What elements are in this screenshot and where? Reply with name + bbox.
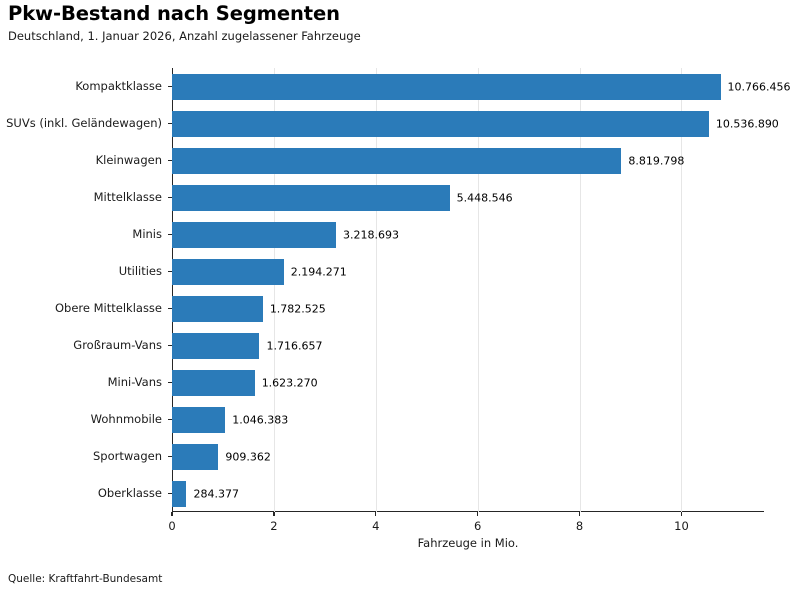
bar-value-label: 3.218.693 <box>342 228 399 241</box>
bar-row[interactable]: 8.819.798 <box>172 147 763 174</box>
x-axis-label: Fahrzeuge in Mio. <box>417 536 519 550</box>
bar-value-label: 8.819.798 <box>628 154 685 167</box>
bar[interactable] <box>172 332 260 359</box>
bar-row[interactable]: 5.448.546 <box>172 184 763 211</box>
x-tick-label: 8 <box>575 519 584 533</box>
bar-value-label: 284.377 <box>193 487 239 500</box>
plot-area: 10.766.456 10.536.890 8.819.798 5.448.546 3.… <box>172 68 791 512</box>
chart-subtitle: Deutschland, 1. Januar 2026, Anzahl zuge… <box>8 29 361 43</box>
y-tick-label: Utilities <box>118 263 162 278</box>
bar[interactable] <box>172 221 336 248</box>
source-note: Quelle: Kraftfahrt-Bundesamt <box>8 573 163 585</box>
bar-row[interactable]: 2.194.271 <box>172 258 763 285</box>
chart-title: Pkw-Bestand nach Segmenten <box>8 2 340 25</box>
bar[interactable] <box>172 295 263 322</box>
bar-value-label: 10.536.890 <box>715 117 779 130</box>
bar[interactable] <box>172 110 709 137</box>
bar-value-label: 1.046.383 <box>232 413 289 426</box>
bar-value-label: 1.782.525 <box>269 302 326 315</box>
bar-row[interactable]: 3.218.693 <box>172 221 763 248</box>
y-tick-label: Oberklasse <box>97 485 162 500</box>
x-tick-mark <box>273 512 275 516</box>
x-tick-mark <box>477 512 479 516</box>
y-tick-mark <box>168 196 172 199</box>
bar-row[interactable]: 1.623.270 <box>172 369 763 396</box>
bar-row[interactable]: 1.782.525 <box>172 295 763 322</box>
y-tick-mark <box>168 233 172 236</box>
y-tick-label: Kompaktklasse <box>75 78 162 93</box>
bar[interactable] <box>172 147 622 174</box>
bar[interactable] <box>172 369 255 396</box>
bar[interactable] <box>172 184 450 211</box>
x-tick-mark <box>171 512 173 516</box>
bar-row[interactable]: 10.536.890 <box>172 110 779 137</box>
x-tick-label: 4 <box>372 519 380 533</box>
y-tick-mark <box>168 455 172 458</box>
y-tick-mark <box>168 492 172 495</box>
x-tick-mark <box>375 512 377 516</box>
y-tick-label: Sportwagen <box>93 448 162 463</box>
y-axis-spine <box>172 68 174 512</box>
y-tick-label: SUVs (inkl. Geländewagen) <box>6 115 162 130</box>
bar[interactable] <box>172 73 721 100</box>
y-tick-mark <box>168 122 172 125</box>
bar-row[interactable]: 1.046.383 <box>172 406 763 433</box>
bar-row[interactable]: 284.377 <box>172 480 763 507</box>
x-tick-label: 6 <box>474 519 482 533</box>
y-tick-mark <box>168 381 172 384</box>
y-tick-label: Obere Mittelklasse <box>55 300 162 315</box>
y-tick-label: Kleinwagen <box>95 152 162 167</box>
y-tick-mark <box>168 159 172 162</box>
bar-row[interactable]: 909.362 <box>172 443 763 470</box>
x-tick-mark <box>680 512 683 516</box>
bar-value-label: 2.194.271 <box>290 265 347 278</box>
y-tick-label: Mittelklasse <box>93 189 162 204</box>
y-tick-mark <box>168 418 172 421</box>
y-tick-mark <box>168 307 172 310</box>
bar-row[interactable]: 10.766.456 <box>172 73 791 100</box>
y-tick-label: Mini-Vans <box>107 374 162 389</box>
y-tick-label: Großraum-Vans <box>73 337 162 352</box>
bar-value-label: 5.448.546 <box>456 191 513 204</box>
y-tick-mark <box>168 270 172 273</box>
x-axis-spine <box>172 511 764 513</box>
y-tick-mark <box>168 344 172 347</box>
bar-value-label: 1.716.657 <box>266 339 323 352</box>
bar-value-label: 10.766.456 <box>727 80 791 93</box>
y-tick-label: Minis <box>132 226 162 241</box>
bar-value-label: 1.623.270 <box>261 376 318 389</box>
bar[interactable] <box>172 480 187 507</box>
x-tick-label: 2 <box>270 519 278 533</box>
x-tick-mark <box>578 512 581 516</box>
y-tick-mark <box>168 85 172 88</box>
x-tick-label: 0 <box>168 519 176 533</box>
bar[interactable] <box>172 443 219 470</box>
bar-row[interactable]: 1.716.657 <box>172 332 763 359</box>
bar[interactable] <box>172 406 226 433</box>
bar-value-label: 909.362 <box>225 450 271 463</box>
x-tick-label: 10 <box>674 519 689 533</box>
y-tick-label: Wohnmobile <box>90 411 162 426</box>
bar[interactable] <box>172 258 284 285</box>
